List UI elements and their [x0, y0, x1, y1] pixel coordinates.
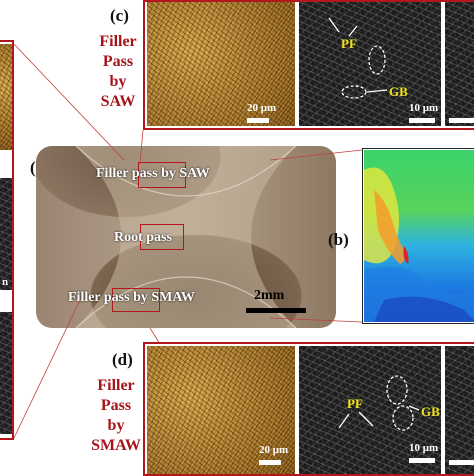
left-strip-frame [0, 40, 14, 440]
panel-c-gb-label: GB [389, 84, 408, 99]
panel-c-sem-micrograph: PF GB 10 μm [299, 2, 441, 126]
panel-d-sem-micrograph: PF GB 10 μm [299, 346, 441, 474]
panel-d-title: Filler Pass by SMAW [86, 376, 146, 456]
panel-d-ellipse-1 [386, 375, 408, 405]
panel-d-title-line: Pass [100, 397, 132, 414]
panel-d-title-line: by [107, 417, 125, 434]
panel-c-pf-arrow [348, 25, 358, 37]
panel-d-gb-arrow [408, 405, 420, 411]
panel-a-smaw-label: Filler pass by SMAW [68, 290, 195, 305]
panel-a-scale-label: 2mm [254, 288, 285, 303]
panel-c-title-line: SAW [100, 93, 136, 110]
panel-b-contours [364, 167, 474, 322]
weld-root-region [76, 146, 296, 328]
left-strip-sem-2 [0, 312, 12, 434]
panel-c-title-line: by [109, 73, 127, 90]
left-strip-fragment: n [2, 276, 9, 288]
panel-d-sem2-scalebar [449, 460, 474, 465]
panel-d-gb-label: GB [421, 404, 440, 419]
panel-c-optical-micrograph: 20 μm [147, 2, 295, 126]
panel-d-title-line: SMAW [91, 437, 141, 454]
panel-a-weld-macrograph: Filler pass by SAW Root pass Filler pass… [36, 146, 336, 328]
contour-orange [374, 190, 406, 264]
panel-a-root-box [140, 224, 184, 250]
panel-c-title-line: Filler [99, 33, 137, 50]
panel-d-pf-label: PF [347, 396, 363, 411]
smaw-fusion-boundary [75, 276, 297, 328]
panel-d-pf-arrow [358, 411, 374, 427]
panel-d-pf-arrow [338, 413, 350, 429]
contour-red [403, 246, 409, 264]
panel-b-ebsd-map [364, 150, 474, 322]
contour-blue [374, 296, 474, 322]
panel-c-sem2-scalebar [449, 118, 474, 123]
panel-a-root-label: Root pass [114, 230, 172, 245]
panel-a-saw-label: Filler pass by SAW [96, 166, 210, 181]
panel-d-optical-micrograph: 20 μm [147, 346, 295, 474]
left-strip-optical [0, 44, 12, 150]
panel-c-pf-ellipse [368, 45, 386, 75]
panel-label-d: (d) [112, 350, 133, 369]
panel-d-sem-micrograph-2 [445, 346, 474, 474]
panel-c-sem-scale-label: 10 μm [409, 102, 439, 114]
panel-a-smaw-box [112, 288, 160, 312]
panel-a-saw-box [138, 162, 186, 188]
panel-label-c: (c) [110, 6, 129, 25]
panel-label-b: (b) [328, 230, 349, 249]
panel-c-frame [143, 0, 474, 130]
saw-fusion-boundary [75, 146, 297, 197]
panel-d-sem-annotations [338, 375, 420, 431]
panel-b-frame [362, 148, 474, 324]
panel-c-gb-line [366, 89, 388, 93]
panel-d-sem-scale-label: 10 μm [409, 442, 439, 454]
panel-d-title-line: Filler [97, 377, 135, 394]
panel-a-scalebar [246, 308, 306, 313]
panel-c-pf-arrow [328, 17, 340, 33]
panel-c-optical-scalebar [247, 118, 269, 123]
panel-c-sem-annotations [328, 17, 388, 99]
panel-d-sem-scalebar [409, 458, 435, 463]
panel-c-optical-scale-label: 20 μm [247, 102, 277, 114]
left-strip-sem-1 [0, 178, 12, 290]
panel-c-sem-micrograph-2 [445, 2, 474, 126]
panel-c-title: Filler Pass by SAW [90, 32, 146, 112]
panel-d-optical-scale-label: 20 μm [259, 444, 289, 456]
panel-c-sem-scalebar [409, 118, 435, 123]
panel-d-optical-scalebar [259, 460, 281, 465]
panel-c-title-line: Pass [102, 53, 134, 70]
panel-c-gb-ellipse [341, 85, 367, 99]
panel-d-ellipse-2 [392, 405, 414, 431]
panel-a-weld-shape [75, 146, 297, 328]
panel-c-pf-label: PF [341, 36, 357, 51]
